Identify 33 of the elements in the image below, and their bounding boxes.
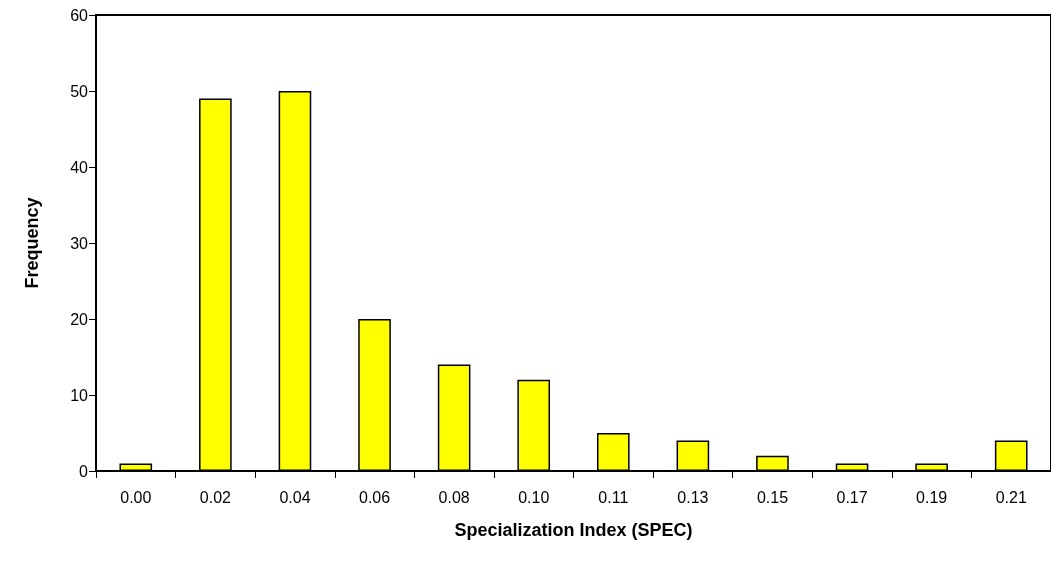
x-tick-label: 0.21 <box>995 488 1027 506</box>
bar <box>358 319 391 471</box>
bar <box>199 98 232 471</box>
x-tick-label: 0.15 <box>756 488 789 506</box>
y-tick-label: 60 <box>70 6 89 24</box>
x-tick-label: 0.17 <box>836 488 868 506</box>
bar <box>994 440 1028 471</box>
y-tick-label: 40 <box>70 158 89 176</box>
y-tick-label: 20 <box>70 310 89 328</box>
x-tick-label: 0.13 <box>677 488 709 506</box>
x-axis-title: Specialization Index (SPEC) <box>454 520 693 540</box>
bar <box>119 463 153 471</box>
bar <box>835 463 869 471</box>
y-tick-label: 10 <box>70 386 89 404</box>
x-tick-label: 0.08 <box>438 488 470 506</box>
x-tick-label: 0.10 <box>518 488 550 506</box>
y-axis-title: Frequency <box>22 197 42 289</box>
bar <box>278 91 312 471</box>
x-tick-label: 0.04 <box>279 488 311 506</box>
y-tick-label: 0 <box>79 462 89 480</box>
x-tick-label: 0.00 <box>120 488 152 506</box>
x-tick-label: 0.02 <box>199 488 232 506</box>
bar <box>517 379 551 471</box>
x-tick-label: 0.06 <box>358 488 391 506</box>
x-tick-label: 0.11 <box>598 488 629 506</box>
bar <box>596 433 630 471</box>
bar <box>915 463 948 471</box>
bar <box>437 364 471 471</box>
bar <box>756 455 789 471</box>
y-tick-label: 50 <box>70 82 89 100</box>
y-tick-label: 30 <box>70 234 89 252</box>
x-tick-label: 0.19 <box>916 488 948 506</box>
bar <box>676 440 710 471</box>
